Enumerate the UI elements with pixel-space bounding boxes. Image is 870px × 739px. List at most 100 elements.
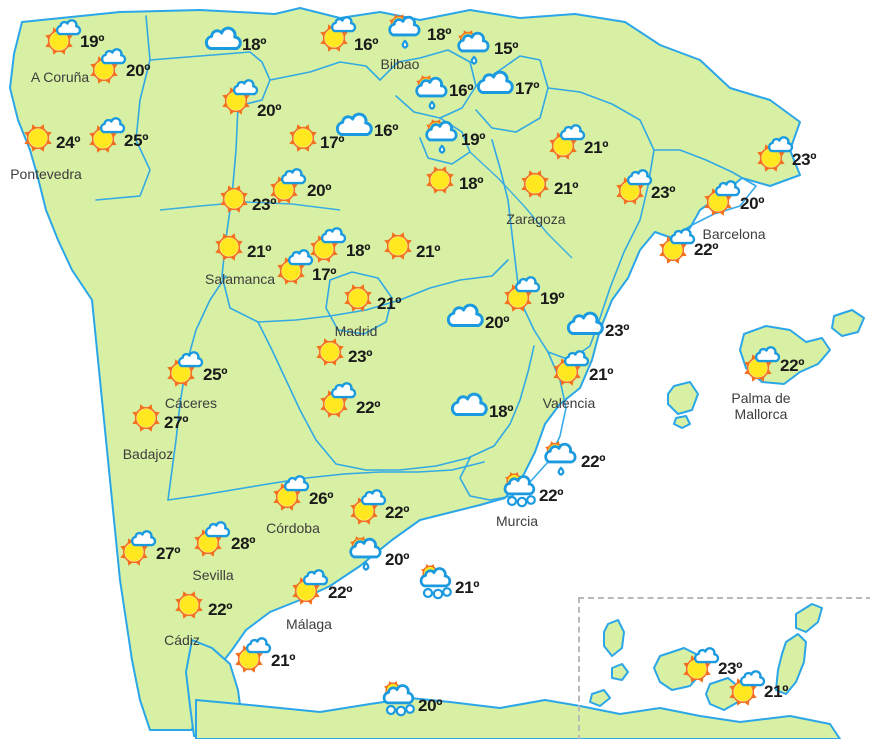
sun-cloud-rain-icon bbox=[342, 532, 388, 576]
cloud-icon bbox=[473, 66, 519, 110]
weather-icon-huelva bbox=[114, 527, 160, 571]
sun-icon bbox=[206, 225, 252, 269]
border-madrid bbox=[325, 271, 393, 335]
weather-icon-barcelona bbox=[698, 177, 744, 221]
sun-icon bbox=[15, 116, 61, 160]
city-label-caceres: Cáceres bbox=[164, 395, 218, 411]
weather-icon-lleida bbox=[610, 166, 656, 210]
border-extremadura bbox=[167, 275, 227, 501]
temperature-label: 25º bbox=[124, 131, 149, 150]
temperature-label: 27º bbox=[156, 544, 181, 563]
sun-icon bbox=[307, 330, 353, 374]
temperature-label: 23º bbox=[718, 659, 743, 678]
sun-cloud-icon bbox=[314, 13, 360, 57]
sun-icon bbox=[211, 177, 257, 221]
weather-icon-ciudad-real bbox=[314, 379, 360, 423]
sun-icon bbox=[123, 396, 169, 440]
border-asturias bbox=[149, 51, 271, 107]
temperature-label: 23º bbox=[651, 183, 676, 202]
weather-icon-almeria bbox=[412, 561, 458, 605]
city-label-badajoz: Badajoz bbox=[122, 446, 174, 462]
temperature-label: 23º bbox=[605, 321, 630, 340]
weather-icon-alava bbox=[408, 71, 454, 115]
sun-cloud-icon bbox=[188, 518, 234, 562]
temperature-label: 22º bbox=[356, 398, 381, 417]
temperature-label: 17º bbox=[320, 133, 345, 152]
weather-icon-navarra bbox=[473, 66, 519, 110]
city-label-palma-de-mallorca: Palma de Mallorca bbox=[731, 390, 791, 422]
temperature-label: 18º bbox=[427, 25, 452, 44]
sun-cloud-icon bbox=[344, 486, 390, 530]
sun-cloud-showers-icon bbox=[375, 678, 421, 722]
temperature-label: 26º bbox=[309, 489, 334, 508]
sun-cloud-icon bbox=[114, 527, 160, 571]
weather-icon-madrid bbox=[335, 276, 381, 320]
city-label-malaga: Málaga bbox=[286, 616, 332, 632]
weather-icon-caceres bbox=[161, 348, 207, 392]
el-hierro-shape bbox=[589, 689, 611, 707]
sun-cloud-rain-icon bbox=[381, 10, 427, 54]
weather-icon-ceuta bbox=[229, 634, 275, 678]
sun-cloud-icon bbox=[314, 379, 360, 423]
temperature-label: 20º bbox=[307, 181, 332, 200]
weather-icon-granada bbox=[342, 532, 388, 576]
sun-cloud-icon bbox=[84, 45, 130, 89]
weather-icon-toledo bbox=[307, 330, 353, 374]
sun-cloud-showers-icon bbox=[496, 469, 542, 513]
temperature-label: 16º bbox=[374, 121, 399, 140]
weather-icon-ourense bbox=[83, 114, 129, 158]
temperature-label: 17º bbox=[312, 265, 337, 284]
weather-icon-burgos bbox=[332, 108, 378, 152]
sun-cloud-icon bbox=[267, 472, 313, 516]
sun-cloud-rain-icon bbox=[418, 115, 464, 159]
city-label-zaragoza: Zaragoza bbox=[506, 211, 566, 227]
sun-cloud-icon bbox=[271, 246, 317, 290]
fuerteventura-shape bbox=[775, 633, 807, 695]
city-label-barcelona: Barcelona bbox=[702, 226, 766, 242]
sun-cloud-rain-icon bbox=[450, 26, 496, 70]
weather-icon-valladolid bbox=[264, 165, 310, 209]
weather-icon-albacete bbox=[447, 388, 493, 432]
temperature-label: 23º bbox=[348, 347, 373, 366]
weather-icon-gipuzkoa bbox=[450, 26, 496, 70]
temperature-label: 20º bbox=[740, 194, 765, 213]
temperature-label: 22º bbox=[780, 356, 805, 375]
weather-icon-gran-canaria bbox=[723, 667, 769, 711]
sun-icon bbox=[335, 276, 381, 320]
cloud-icon bbox=[443, 299, 489, 343]
weather-icon-cadiz bbox=[166, 583, 212, 627]
sun-cloud-icon bbox=[751, 133, 797, 177]
temperature-label: 21º bbox=[455, 578, 480, 597]
weather-icon-leon bbox=[216, 76, 262, 120]
weather-icon-zamora bbox=[211, 177, 257, 221]
temperature-label: 18º bbox=[489, 402, 514, 421]
weather-icon-malaga bbox=[286, 566, 332, 610]
temperature-label: 20º bbox=[385, 550, 410, 569]
temperature-label: 19º bbox=[80, 32, 105, 51]
weather-icon-soria bbox=[417, 158, 463, 202]
sun-cloud-icon bbox=[653, 225, 699, 269]
weather-icon-alicante bbox=[537, 437, 583, 481]
north-africa-strip-shape bbox=[195, 697, 841, 739]
temperature-label: 18º bbox=[459, 174, 484, 193]
temperature-label: 25º bbox=[203, 365, 228, 384]
border-larioja bbox=[419, 117, 471, 165]
canary-islands-inset-frame bbox=[578, 597, 870, 739]
weather-icon-avila bbox=[271, 246, 317, 290]
temperature-label: 22º bbox=[694, 240, 719, 259]
temperature-label: 21º bbox=[271, 651, 296, 670]
weather-icon-larioja bbox=[418, 115, 464, 159]
temperature-label: 17º bbox=[515, 79, 540, 98]
weather-icon-melilla bbox=[375, 678, 421, 722]
weather-icon-pontevedra bbox=[15, 116, 61, 160]
sun-cloud-icon bbox=[264, 165, 310, 209]
weather-icon-palma-de-mallorca bbox=[738, 343, 784, 387]
weather-icon-salamanca bbox=[206, 225, 252, 269]
sun-cloud-icon bbox=[161, 348, 207, 392]
weather-icon-jaen bbox=[344, 486, 390, 530]
city-label-cadiz: Cádiz bbox=[164, 632, 200, 648]
cloud-icon bbox=[447, 388, 493, 432]
sun-cloud-icon bbox=[216, 76, 262, 120]
sun-cloud-icon bbox=[610, 166, 656, 210]
